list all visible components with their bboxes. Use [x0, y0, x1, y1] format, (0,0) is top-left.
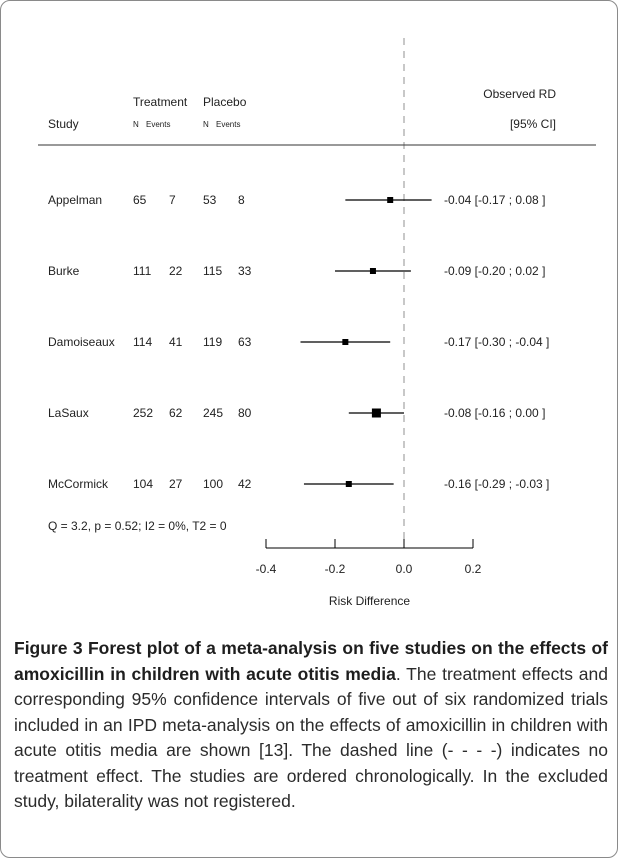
placebo-n: 119 [203, 335, 222, 349]
study-row: LaSaux 252 62 245 80 -0.08 [-0.16 ; 0.00 ] [48, 406, 545, 420]
placebo-events: 8 [238, 193, 245, 207]
treatment-n: 104 [133, 477, 153, 491]
treatment-n: 252 [133, 406, 153, 420]
caption-body: . The treatment effects and correspondin… [14, 663, 608, 812]
x-axis-tick-label: -0.2 [325, 562, 346, 576]
point-estimate-marker [342, 339, 349, 345]
treatment-n: 111 [133, 264, 152, 278]
header-placebo-n: N [203, 120, 209, 129]
treatment-events: 62 [169, 406, 183, 420]
treatment-n: 114 [133, 335, 152, 349]
study-name: Burke [48, 264, 80, 278]
placebo-events: 33 [238, 264, 252, 278]
treatment-events: 27 [169, 477, 183, 491]
header-placebo: Placebo [203, 95, 247, 109]
placebo-events: 63 [238, 335, 252, 349]
treatment-events: 41 [169, 335, 183, 349]
point-estimate-marker [387, 197, 394, 203]
rd-ci-label: -0.09 [-0.20 ; 0.02 ] [444, 264, 545, 278]
heterogeneity-stats: Q = 3.2, p = 0.52; I2 = 0%, T2 = 0 [48, 519, 227, 533]
header-treatment-events: Events [146, 120, 170, 129]
rd-ci-label: -0.17 [-0.30 ; -0.04 ] [444, 335, 549, 349]
figure-caption: Figure 3 Forest plot of a meta-analysis … [14, 636, 608, 815]
study-name: McCormick [48, 477, 109, 491]
x-axis-label: Risk Difference [329, 594, 410, 608]
placebo-n: 100 [203, 477, 223, 491]
placebo-n: 245 [203, 406, 223, 420]
header-placebo-events: Events [216, 120, 240, 129]
study-row: Burke 111 22 115 33 -0.09 [-0.20 ; 0.02 ] [48, 264, 545, 278]
point-estimate-marker [345, 481, 352, 487]
placebo-n: 115 [203, 264, 222, 278]
x-axis-tick-label: 0.0 [396, 562, 413, 576]
header-observed-rd: Observed RD [483, 87, 556, 101]
treatment-n: 65 [133, 193, 147, 207]
x-axis-tick-label: -0.4 [256, 562, 277, 576]
x-axis-tick-label: 0.2 [465, 562, 482, 576]
header-treatment-n: N [133, 120, 139, 129]
placebo-events: 42 [238, 477, 252, 491]
treatment-events: 7 [169, 193, 176, 207]
placebo-n: 53 [203, 193, 217, 207]
study-row: Damoiseaux 114 41 119 63 -0.17 [-0.30 ; -0.04… [48, 335, 549, 349]
point-estimate-marker [369, 268, 376, 274]
rd-ci-label: -0.04 [-0.17 ; 0.08 ] [444, 193, 545, 207]
header-study: Study [48, 117, 79, 131]
point-estimate-marker [371, 408, 381, 418]
rd-ci-label: -0.08 [-0.16 ; 0.00 ] [444, 406, 545, 420]
forest-plot: Treatment Placebo Study N Events N Event… [38, 38, 596, 608]
study-row: Appelman 65 7 53 8 -0.04 [-0.17 ; 0.08 ] [48, 193, 545, 207]
study-name: Damoiseaux [48, 335, 115, 349]
header-ci: [95% CI] [510, 117, 556, 131]
rd-ci-label: -0.16 [-0.29 ; -0.03 ] [444, 477, 549, 491]
study-row: McCormick 104 27 100 42 -0.16 [-0.29 ; -0.03 … [48, 477, 549, 491]
header-treatment: Treatment [133, 95, 188, 109]
placebo-events: 80 [238, 406, 252, 420]
treatment-events: 22 [169, 264, 183, 278]
study-name: Appelman [48, 193, 102, 207]
caption-title: Figure 3 Forest plot of a meta-analysis … [14, 638, 608, 684]
study-name: LaSaux [48, 406, 89, 420]
